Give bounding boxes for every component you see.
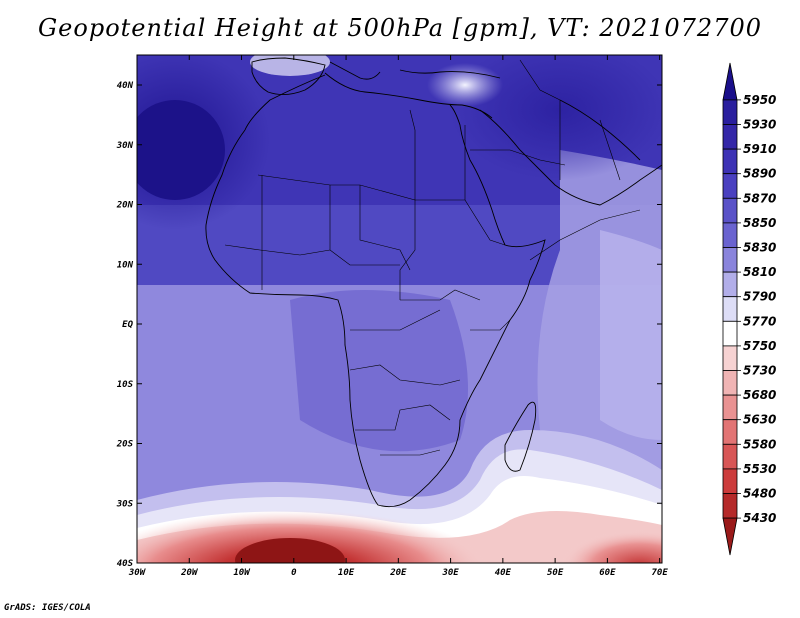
colorbar-label: 5480 bbox=[743, 487, 776, 501]
lat-tick-label: 30N bbox=[116, 141, 134, 151]
latitude-axis: 40N 30N 20N 10N EQ 10S 20S 30S 40S bbox=[116, 81, 662, 569]
lon-tick-label: 60E bbox=[599, 568, 616, 578]
colorbar-label: 5870 bbox=[743, 191, 776, 205]
colorbar-swatch bbox=[722, 370, 738, 396]
colorbar-swatch bbox=[722, 247, 738, 273]
colorbar-swatch bbox=[722, 296, 738, 322]
lat-tick-label: EQ bbox=[122, 320, 133, 330]
lon-tick-label: 30E bbox=[441, 568, 459, 578]
colorbar-swatch bbox=[722, 394, 738, 421]
lat-tick-label: 10N bbox=[117, 260, 134, 270]
lon-tick-label: 10E bbox=[338, 568, 355, 578]
map-frame bbox=[136, 54, 663, 564]
colorbar-label: 5430 bbox=[743, 511, 776, 525]
colorbar-swatch bbox=[722, 468, 738, 494]
lon-tick-label: 30W bbox=[128, 568, 147, 578]
coastlines bbox=[205, 57, 662, 508]
lat-tick-label: 20N bbox=[116, 201, 134, 211]
colorbar-swatch bbox=[722, 173, 738, 199]
lat-tick-label: 20S bbox=[116, 440, 134, 450]
colorbar-swatch bbox=[722, 271, 738, 298]
colorbar-swatch bbox=[722, 197, 738, 224]
colorbar-label: 5730 bbox=[743, 364, 776, 378]
colorbar-label: 5680 bbox=[743, 388, 776, 402]
colorbar-bottom-arrow bbox=[722, 517, 738, 556]
lon-tick-label: 0 bbox=[291, 568, 297, 578]
colorbar-label: 5630 bbox=[743, 413, 776, 427]
colorbar-label: 5850 bbox=[743, 216, 776, 230]
colorbar-label: 5810 bbox=[743, 265, 776, 279]
colorbar-label: 5580 bbox=[743, 437, 776, 451]
colorbar-label: 5910 bbox=[743, 142, 776, 156]
longitude-axis: 30W 20W 10W 0 10E 20E 30E 40E 50E 60E 70E bbox=[128, 55, 668, 578]
lon-tick-label: 40E bbox=[495, 568, 512, 578]
colorbar: 5950 5930 5910 5890 5870 5850 5830 5810 5790 5770… bbox=[722, 62, 776, 556]
lon-tick-label: 10W bbox=[233, 568, 251, 578]
colorbar-swatch bbox=[722, 443, 738, 470]
lat-tick-label: 40S bbox=[117, 559, 134, 569]
lat-tick-label: 30S bbox=[116, 499, 134, 509]
colorbar-swatch bbox=[722, 419, 738, 445]
colorbar-swatch bbox=[722, 493, 738, 519]
colorbar-swatch bbox=[722, 222, 738, 248]
colorbar-swatch bbox=[722, 320, 738, 347]
colorbar-top-arrow bbox=[722, 62, 738, 101]
colorbar-swatch bbox=[722, 124, 738, 150]
colorbar-label: 5950 bbox=[743, 93, 776, 107]
lon-tick-label: 70E bbox=[652, 568, 669, 578]
country-borders bbox=[224, 59, 641, 456]
colorbar-label: 5930 bbox=[743, 118, 776, 132]
colorbar-label: 5770 bbox=[743, 314, 776, 328]
lon-tick-label: 50E bbox=[547, 568, 564, 578]
grads-credit: GrADS: IGES/COLA bbox=[4, 603, 91, 613]
colorbar-swatch bbox=[722, 148, 738, 175]
colorbar-swatch bbox=[722, 99, 738, 125]
lat-tick-label: 40N bbox=[117, 81, 134, 91]
colorbar-swatch bbox=[722, 345, 738, 371]
colorbar-label: 5890 bbox=[743, 167, 776, 181]
colorbar-label: 5750 bbox=[743, 339, 776, 353]
lat-tick-label: 10S bbox=[117, 380, 134, 390]
map-title: Geopotential Height at 500hPa [gpm], VT:… bbox=[38, 14, 762, 42]
colorbar-label: 5830 bbox=[743, 241, 776, 255]
colorbar-label: 5530 bbox=[743, 462, 776, 476]
lon-tick-label: 20W bbox=[180, 568, 199, 578]
height-field bbox=[137, 55, 662, 563]
colorbar-label: 5790 bbox=[743, 290, 776, 304]
lon-tick-label: 20E bbox=[389, 568, 407, 578]
